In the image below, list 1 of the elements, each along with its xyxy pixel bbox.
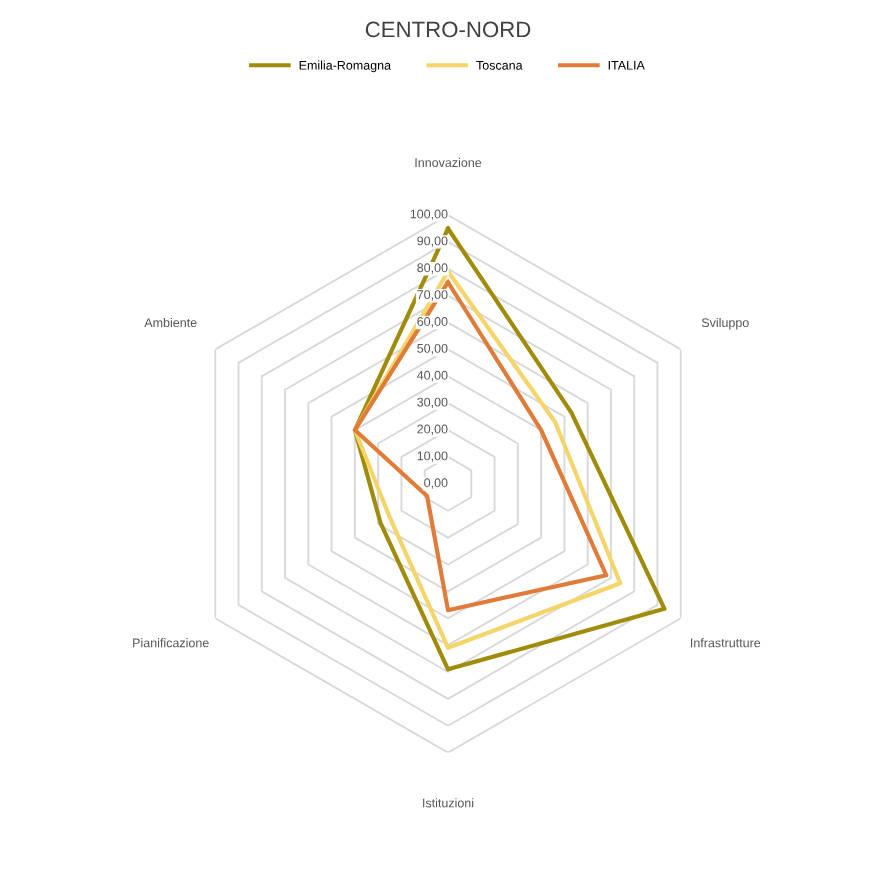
chart-title: CENTRO-NORD	[365, 21, 531, 38]
